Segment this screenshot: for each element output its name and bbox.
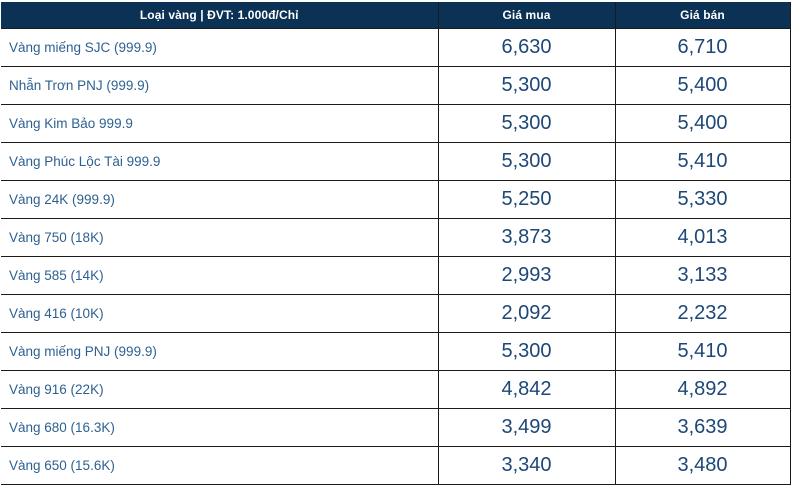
cell-gold-type: Vàng Phúc Lộc Tài 999.9 — [1, 142, 439, 181]
table-row: Vàng 750 (18K) 3,873 4,013 — [1, 218, 791, 257]
cell-sell-price: 5,400 — [614, 66, 791, 105]
table-row: Vàng 24K (999.9) 5,250 5,330 — [1, 180, 791, 219]
table-row: Vàng 585 (14K) 2,993 3,133 — [1, 256, 791, 295]
cell-buy-price: 5,300 — [437, 66, 616, 105]
cell-gold-type: Vàng 650 (15.6K) — [1, 446, 439, 485]
cell-gold-type: Vàng 680 (16.3K) — [1, 408, 439, 447]
table-row: Vàng 916 (22K) 4,842 4,892 — [1, 370, 791, 409]
cell-buy-price: 5,250 — [437, 180, 616, 219]
cell-buy-price: 6,630 — [437, 28, 616, 67]
cell-buy-price: 5,300 — [437, 142, 616, 181]
cell-buy-price: 3,499 — [437, 408, 616, 447]
cell-sell-price: 3,639 — [614, 408, 791, 447]
cell-buy-price: 2,993 — [437, 256, 616, 295]
table-row: Vàng 680 (16.3K) 3,499 3,639 — [1, 408, 791, 447]
cell-sell-price: 6,710 — [614, 28, 791, 67]
cell-gold-type: Vàng 585 (14K) — [1, 256, 439, 295]
table-row: Vàng Kim Bảo 999.9 5,300 5,400 — [1, 104, 791, 143]
gold-price-table-header: Loại vàng | ĐVT: 1.000đ/Chỉ Giá mua Giá … — [1, 2, 791, 29]
cell-sell-price: 3,133 — [614, 256, 791, 295]
cell-gold-type: Vàng 750 (18K) — [1, 218, 439, 257]
cell-sell-price: 4,892 — [614, 370, 791, 409]
header-row: Loại vàng | ĐVT: 1.000đ/Chỉ Giá mua Giá … — [1, 2, 791, 29]
table-row: Vàng miếng PNJ (999.9) 5,300 5,410 — [1, 332, 791, 371]
cell-buy-price: 2,092 — [437, 294, 616, 333]
table-row: Vàng Phúc Lộc Tài 999.9 5,300 5,410 — [1, 142, 791, 181]
column-header-sell-price: Giá bán — [614, 2, 791, 29]
column-header-buy-price: Giá mua — [437, 2, 616, 29]
cell-gold-type: Vàng miếng SJC (999.9) — [1, 28, 439, 67]
cell-sell-price: 3,480 — [614, 446, 791, 485]
cell-sell-price: 5,410 — [614, 142, 791, 181]
cell-sell-price: 5,330 — [614, 180, 791, 219]
cell-gold-type: Vàng 416 (10K) — [1, 294, 439, 333]
cell-gold-type: Vàng miếng PNJ (999.9) — [1, 332, 439, 371]
cell-gold-type: Vàng Kim Bảo 999.9 — [1, 104, 439, 143]
cell-buy-price: 4,842 — [437, 370, 616, 409]
cell-sell-price: 5,400 — [614, 104, 791, 143]
cell-sell-price: 5,410 — [614, 332, 791, 371]
table-row: Nhẫn Trơn PNJ (999.9) 5,300 5,400 — [1, 66, 791, 105]
cell-gold-type: Vàng 916 (22K) — [1, 370, 439, 409]
cell-sell-price: 2,232 — [614, 294, 791, 333]
cell-sell-price: 4,013 — [614, 218, 791, 257]
table-row: Vàng 416 (10K) 2,092 2,232 — [1, 294, 791, 333]
gold-price-table: Loại vàng | ĐVT: 1.000đ/Chỉ Giá mua Giá … — [1, 2, 791, 485]
cell-gold-type: Nhẫn Trơn PNJ (999.9) — [1, 66, 439, 105]
cell-buy-price: 5,300 — [437, 332, 616, 371]
table-row: Vàng 650 (15.6K) 3,340 3,480 — [1, 446, 791, 485]
table-row: Vàng miếng SJC (999.9) 6,630 6,710 — [1, 28, 791, 67]
cell-buy-price: 3,340 — [437, 446, 616, 485]
column-header-gold-type: Loại vàng | ĐVT: 1.000đ/Chỉ — [1, 2, 439, 29]
gold-price-tbody: Vàng miếng SJC (999.9) 6,630 6,710 Nhẫn Trơ… — [1, 28, 791, 485]
cell-buy-price: 3,873 — [437, 218, 616, 257]
cell-buy-price: 5,300 — [437, 104, 616, 143]
cell-gold-type: Vàng 24K (999.9) — [1, 180, 439, 219]
